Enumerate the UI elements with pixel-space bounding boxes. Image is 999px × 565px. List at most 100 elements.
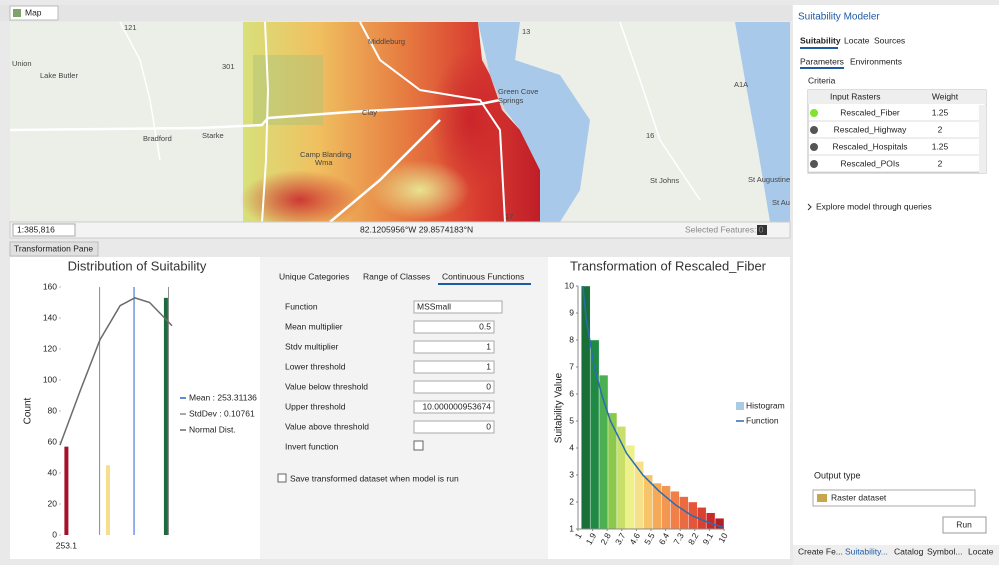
map-label: Bradford [143, 134, 172, 143]
parameter-input[interactable] [413, 360, 495, 374]
x-tick-label: 253.1 [56, 540, 78, 550]
parameter-input[interactable] [413, 320, 495, 334]
row-enabled-toggle[interactable] [810, 143, 818, 151]
run-button[interactable] [942, 516, 987, 534]
y-tick-label: 2 [569, 496, 574, 506]
save-checkbox[interactable] [277, 473, 287, 483]
map-tab-label: Map [25, 7, 42, 17]
map-label: St Johns [650, 176, 679, 185]
raster-name: Rescaled_Highway [834, 124, 908, 134]
column-header: Weight [932, 91, 959, 101]
raster-weight[interactable]: 2 [938, 158, 943, 168]
map-label: Green Cove [498, 87, 538, 96]
modeler-tab[interactable]: Suitability [800, 35, 841, 45]
output-dropdown[interactable] [812, 489, 976, 507]
map-icon [13, 9, 21, 17]
row-enabled-toggle[interactable] [810, 109, 818, 117]
row-enabled-toggle[interactable] [810, 160, 818, 168]
parameter-input[interactable] [413, 340, 495, 354]
parameter-value[interactable]: 10.000000953674 [422, 401, 491, 411]
y-tick-label: 7 [569, 361, 574, 371]
table-scrollbar[interactable] [979, 105, 986, 173]
bottom-tab[interactable]: Catalog [894, 546, 924, 556]
pause-button[interactable] [757, 225, 767, 235]
parameter-input[interactable] [413, 400, 495, 414]
road [119, 21, 161, 161]
pane-tab[interactable] [9, 241, 99, 257]
y-tick-label: 40 [48, 467, 58, 477]
y-tick-label: 140 [43, 312, 57, 322]
map-scale: 1:385,816 [17, 224, 55, 234]
map-label: Clay [362, 108, 377, 117]
y-axis-label: Count [23, 397, 34, 424]
raster-weight[interactable]: 2 [938, 124, 943, 134]
parameter-value[interactable]: 0.5 [479, 321, 491, 331]
row-enabled-toggle[interactable] [810, 126, 818, 134]
x-tick-label: 10 [716, 531, 730, 544]
park-area [253, 55, 323, 125]
map-label: A1A [734, 80, 748, 89]
function-tab[interactable]: Range of Classes [363, 271, 430, 281]
y-tick-label: 60 [48, 436, 58, 446]
modeler-tab[interactable]: Locate [844, 35, 870, 45]
expand-arrow [807, 203, 812, 211]
histogram-bar [634, 461, 644, 530]
bottom-tab[interactable]: Create Fe... [798, 546, 843, 556]
map-label: 13 [522, 27, 530, 36]
road [261, 21, 270, 223]
run-label[interactable]: Run [956, 519, 972, 529]
function-curve [582, 285, 725, 529]
bottom-tab[interactable]: Locate [968, 546, 994, 556]
map-label: Wma [315, 158, 333, 167]
y-tick-label: 80 [48, 405, 58, 415]
y-tick-label: 0 [52, 529, 57, 539]
modeler-subtab[interactable]: Environments [850, 56, 902, 66]
raster-icon [817, 494, 827, 502]
raster-lowspot [370, 160, 470, 220]
invert-checkbox[interactable] [413, 440, 424, 451]
map-tab[interactable] [9, 5, 59, 21]
map-status-bar [9, 221, 791, 239]
parameter-value[interactable]: 0 [486, 421, 491, 431]
road [329, 119, 441, 223]
parameter-value[interactable]: MSSmall [417, 301, 451, 311]
parameter-label: Value below threshold [285, 381, 368, 391]
y-tick-label: 1 [569, 523, 574, 533]
map-label: 121 [124, 23, 137, 32]
y-tick-label: 100 [43, 374, 57, 384]
function-tab[interactable]: Unique Categories [279, 271, 349, 281]
map-label: Lake Butler [40, 71, 78, 80]
y-tick-label: 120 [43, 343, 57, 353]
histogram-bar [64, 446, 69, 535]
criteria-header [808, 90, 986, 104]
raster-weight[interactable]: 1.25 [932, 107, 949, 117]
scale-box[interactable] [12, 223, 76, 237]
legend-label: Normal Dist. [189, 424, 236, 434]
parameter-input[interactable] [413, 420, 495, 434]
modeler-tab[interactable]: Sources [874, 35, 905, 45]
map-label: St Au [772, 198, 790, 207]
bottom-tab[interactable]: Suitability... [845, 546, 888, 556]
legend-label: Mean : 253.31136 [189, 392, 257, 402]
parameter-label: Mean multiplier [285, 321, 343, 331]
explore-link[interactable]: Explore model through queries [816, 201, 932, 211]
histogram-bar [705, 512, 716, 530]
y-tick-label: 10 [565, 280, 575, 290]
road [619, 21, 701, 201]
parameter-value[interactable]: 1 [486, 341, 491, 351]
parameter-value[interactable]: 1 [486, 361, 491, 371]
parameter-input[interactable] [413, 380, 495, 394]
modeler-subtab[interactable]: Parameters [800, 56, 844, 66]
map-label: St Augustine [748, 175, 790, 184]
output-type-label: Output type [814, 470, 861, 480]
raster-weight[interactable]: 1.25 [932, 141, 949, 151]
bottom-tab[interactable]: Symbol... [927, 546, 962, 556]
function-tab[interactable]: Continuous Functions [442, 271, 524, 281]
raster-name: Rescaled_Fiber [840, 107, 900, 117]
parameter-input[interactable] [413, 300, 503, 314]
raster-name: Rescaled_Hospitals [832, 141, 907, 151]
parameter-value[interactable]: 0 [486, 381, 491, 391]
raster-name: Rescaled_POIs [840, 158, 899, 168]
